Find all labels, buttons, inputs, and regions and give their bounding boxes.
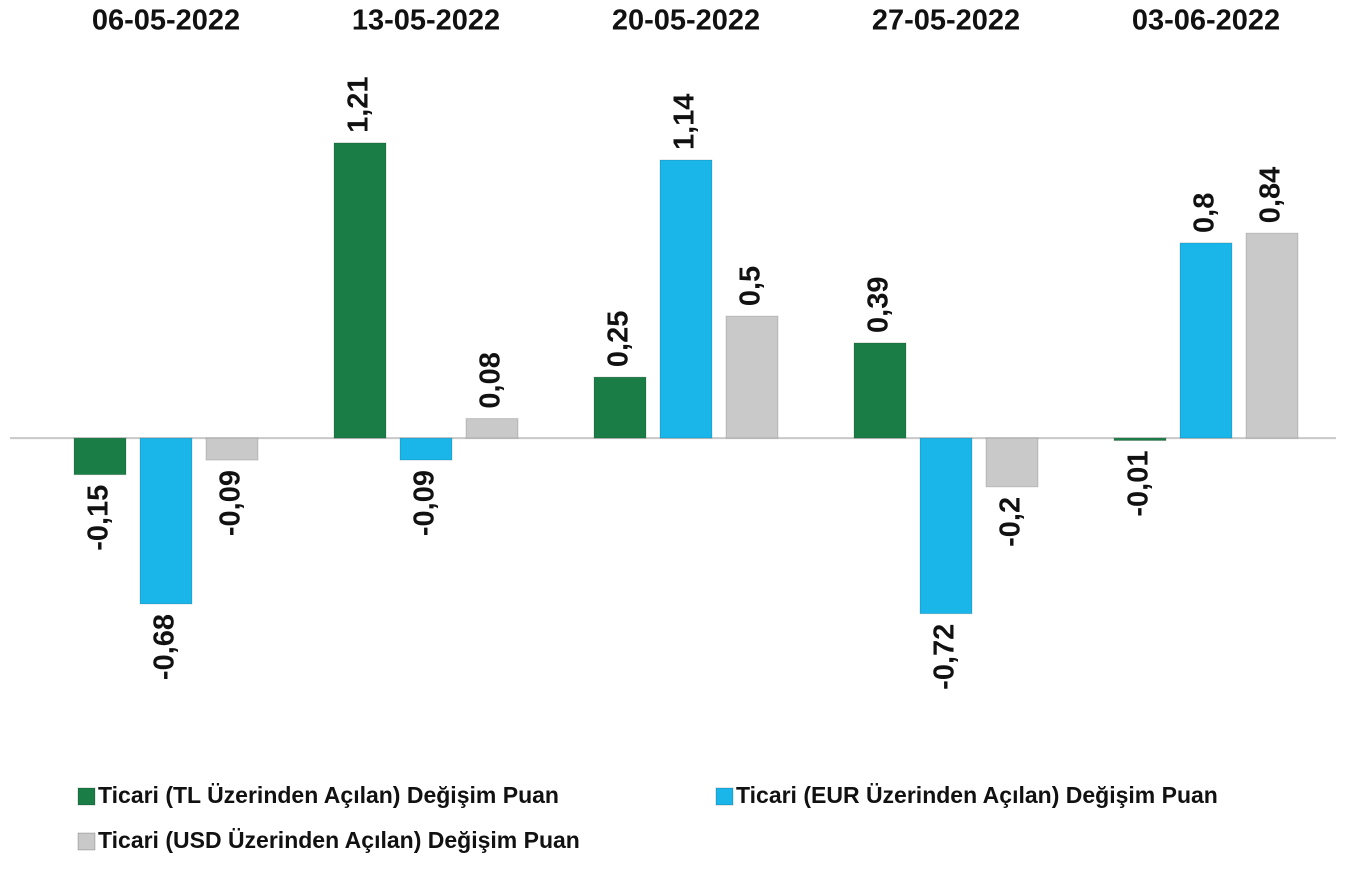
bar [399,437,453,461]
bar [659,159,713,439]
bar [1113,437,1167,442]
legend-swatch [77,787,96,806]
value-label: -0,09 [409,470,441,536]
value-label: -0,72 [929,624,961,690]
value-label: 0,25 [603,311,635,367]
value-label: 0,5 [735,266,767,306]
value-label: 0,84 [1255,167,1287,223]
bar [333,142,387,439]
bar [139,437,193,605]
bar [725,315,779,439]
value-label: 0,08 [475,352,507,408]
legend-swatch [77,832,96,851]
value-label: 1,21 [343,76,375,132]
bar [1179,242,1233,439]
bar [205,437,259,461]
bar [73,437,127,476]
bar [985,437,1039,488]
bar [919,437,973,615]
value-label: 0,39 [863,277,895,333]
legend-label: Ticari (TL Üzerinden Açılan) Değişim Pua… [98,782,559,808]
legend-label: Ticari (USD Üzerinden Açılan) Değişim Pu… [98,827,580,853]
legend-label: Ticari (EUR Üzerinden Açılan) Değişim Pu… [736,782,1218,808]
category-label: 13-05-2022 [352,5,500,37]
value-label: -0,68 [149,614,181,680]
value-label: 0,8 [1189,193,1221,233]
value-label: -0,01 [1123,451,1155,517]
value-label: -0,2 [995,497,1027,547]
value-label: -0,15 [83,485,115,551]
category-label: 20-05-2022 [612,5,760,37]
category-label: 27-05-2022 [872,5,1020,37]
category-label: 06-05-2022 [92,5,240,37]
bar [593,376,647,439]
bar [853,342,907,439]
bar [1245,232,1299,439]
value-label: -0,09 [215,470,247,536]
category-label: 03-06-2022 [1132,5,1280,37]
bar [465,418,519,439]
legend-swatch [715,787,734,806]
value-label: 1,14 [669,94,701,150]
